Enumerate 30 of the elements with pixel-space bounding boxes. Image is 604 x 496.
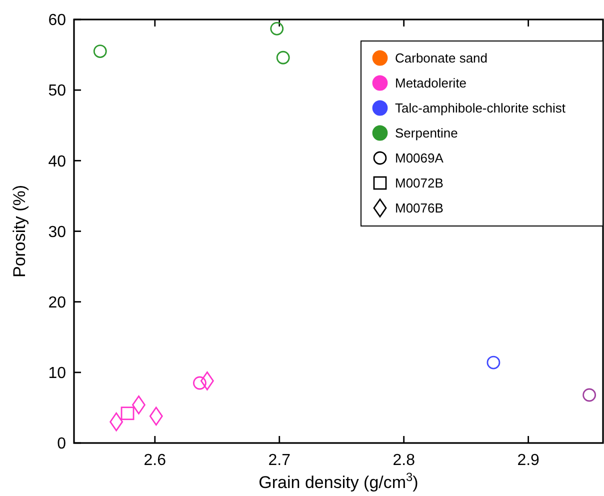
y-tick-label: 50 <box>48 82 66 100</box>
legend-label: Talc-amphibole-chlorite schist <box>395 100 566 116</box>
x-tick-label: 2.8 <box>392 452 416 469</box>
legend-label: M0076B <box>395 200 444 216</box>
point <box>120 406 134 420</box>
x-tick-label: 2.9 <box>517 452 540 469</box>
point <box>110 412 124 432</box>
point <box>193 376 206 390</box>
x-tick-label: 2.6 <box>144 452 166 469</box>
legend-label: M0069A <box>395 150 444 166</box>
point <box>149 406 163 426</box>
y-tick-label: 40 <box>48 153 66 170</box>
y-tick-label: 30 <box>48 224 66 241</box>
y-tick-label: 60 <box>48 12 66 30</box>
legend-label: Carbonate sand <box>395 50 488 66</box>
x-tick-label: 2.7 <box>268 452 291 469</box>
point <box>582 388 596 402</box>
point <box>276 50 290 64</box>
point <box>200 371 214 390</box>
legend-label: Serpentine <box>395 126 458 141</box>
point <box>486 356 500 370</box>
y-axis-title: Porosity (%) <box>10 184 29 278</box>
point <box>270 22 284 36</box>
legend-label: Metadolerite <box>395 76 467 91</box>
y-tick-label: 10 <box>48 365 66 382</box>
point <box>93 44 107 58</box>
y-tick-label: 20 <box>48 294 66 312</box>
y-tick-label: 0 <box>57 436 66 453</box>
x-axis-title: Grain density (g/cm$^{3}$) <box>258 470 418 492</box>
legend-label: M0072B <box>395 176 444 191</box>
